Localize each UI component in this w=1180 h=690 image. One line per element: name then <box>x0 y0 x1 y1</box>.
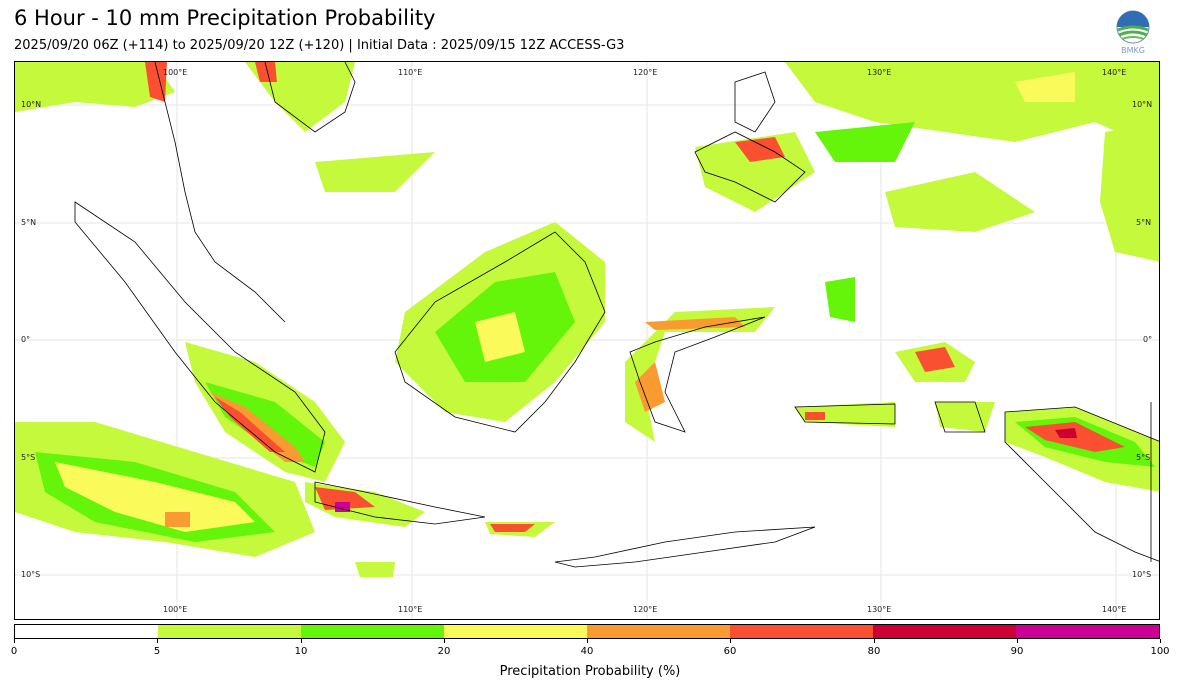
lat-label-right: 0° <box>1143 335 1153 344</box>
lon-label-bottom: 120°E <box>633 605 658 614</box>
lat-label-left: 5°N <box>21 218 37 227</box>
colorbar-tick-label: 0 <box>10 646 18 657</box>
map-canvas <box>15 62 1159 619</box>
lat-label-right: 5°N <box>1136 218 1152 227</box>
colorbar <box>14 624 1160 639</box>
colorbar-tick-label: 40 <box>580 646 594 657</box>
lat-label-right: 10°N <box>1132 100 1153 109</box>
lon-label-top: 110°E <box>398 68 423 77</box>
chart-title: 6 Hour - 10 mm Precipitation Probability <box>14 6 436 30</box>
colorbar-segment <box>444 625 587 638</box>
colorbar-segment <box>301 625 444 638</box>
lat-label-left: 10°N <box>21 100 42 109</box>
lon-label-top: 120°E <box>633 68 658 77</box>
lat-label-right: 5°S <box>1136 453 1151 462</box>
colorbar-tick-label: 90 <box>1010 646 1024 657</box>
lat-label-right: 10°S <box>1132 570 1152 579</box>
colorbar-tick-label: 60 <box>723 646 737 657</box>
colorbar-segment <box>1016 625 1159 638</box>
lon-label-bottom: 140°E <box>1102 605 1127 614</box>
colorbar-tick-label: 10 <box>294 646 308 657</box>
colorbar-tickmark <box>301 639 302 643</box>
colorbar-tickmark <box>1160 639 1161 643</box>
colorbar-label: Precipitation Probability (%) <box>499 664 681 679</box>
lat-label-left: 10°S <box>21 570 41 579</box>
colorbar-tickmark <box>157 639 158 643</box>
chart-subtitle: 2025/09/20 06Z (+114) to 2025/09/20 12Z … <box>14 38 625 53</box>
colorbar-tickmark <box>874 639 875 643</box>
lat-label-left: 5°S <box>21 453 36 462</box>
precip-field <box>15 62 1159 577</box>
lon-label-bottom: 100°E <box>163 605 188 614</box>
bmkg-logo: BMKG <box>1114 10 1152 56</box>
lat-label-left: 0° <box>21 335 31 344</box>
colorbar-segment <box>158 625 301 638</box>
lon-label-bottom: 130°E <box>867 605 892 614</box>
lon-label-top: 100°E <box>163 68 188 77</box>
colorbar-tickmark <box>730 639 731 643</box>
colorbar-tickmark <box>1017 639 1018 643</box>
colorbar-tick-label: 100 <box>1150 646 1170 657</box>
precipitation-map: 100°E 110°E 120°E 130°E 140°E 100°E 110°… <box>14 61 1160 620</box>
coastlines <box>74 62 1159 568</box>
colorbar-tick-label: 20 <box>437 646 451 657</box>
logo-text: BMKG <box>1121 46 1145 55</box>
colorbar-segment <box>15 625 158 638</box>
colorbar-tick-label: 80 <box>867 646 881 657</box>
lon-label-bottom: 110°E <box>398 605 423 614</box>
colorbar-segment <box>587 625 730 638</box>
colorbar-tickmark <box>587 639 588 643</box>
lon-label-top: 140°E <box>1102 68 1127 77</box>
colorbar-tickmark <box>444 639 445 643</box>
colorbar-tick-label: 5 <box>153 646 161 657</box>
colorbar-segment <box>730 625 873 638</box>
lon-label-top: 130°E <box>867 68 892 77</box>
colorbar-segment <box>873 625 1016 638</box>
colorbar-tickmark <box>14 639 15 643</box>
